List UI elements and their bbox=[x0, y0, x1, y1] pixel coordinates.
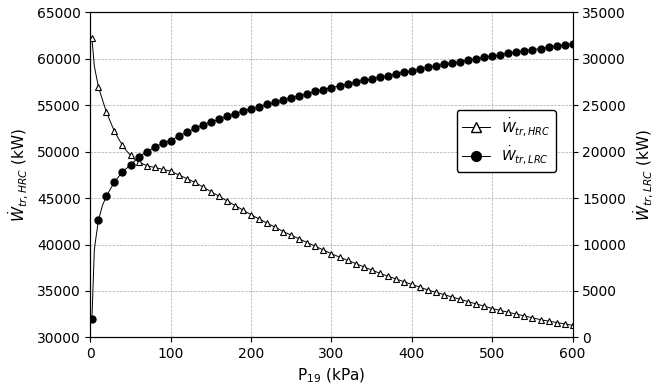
Legend: $\dot{W}_{tr,HRC}$, $\dot{W}_{tr,LRC}$: $\dot{W}_{tr,HRC}$, $\dot{W}_{tr,LRC}$ bbox=[457, 111, 556, 172]
X-axis label: P$_{19}$ (kPa): P$_{19}$ (kPa) bbox=[298, 367, 365, 385]
Y-axis label: $\dot{W}_{tr,LRC}$ (kW): $\dot{W}_{tr,LRC}$ (kW) bbox=[632, 129, 656, 221]
Y-axis label: $\dot{W}_{tr,HRC}$ (kW): $\dot{W}_{tr,HRC}$ (kW) bbox=[7, 128, 31, 222]
